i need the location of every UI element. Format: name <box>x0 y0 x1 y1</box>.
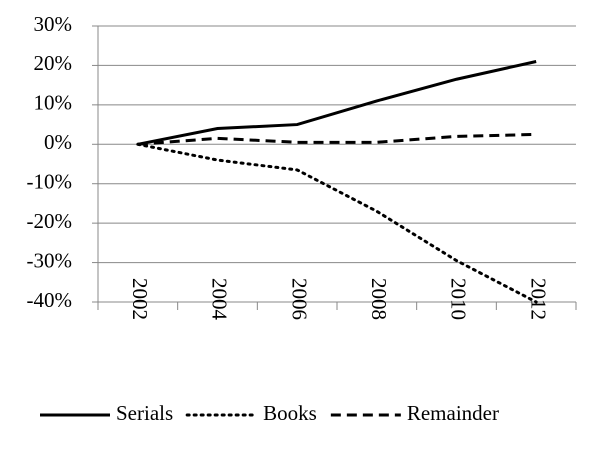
x-tick-label: 2008 <box>367 278 391 320</box>
y-tick-label: -20% <box>27 209 73 233</box>
series-line <box>137 60 537 146</box>
y-tick-label: 0% <box>44 130 72 154</box>
x-tick-label: 2004 <box>208 278 232 321</box>
legend-label: Books <box>263 401 317 425</box>
y-tick-label: 20% <box>34 51 73 75</box>
x-tick-label: 2006 <box>287 278 311 320</box>
x-tick-label: 2002 <box>128 278 152 320</box>
legend-label: Serials <box>116 401 173 425</box>
y-tick-label: 10% <box>34 91 73 115</box>
y-tick-label: -40% <box>27 288 73 312</box>
series-line <box>136 142 538 304</box>
x-tick-label: 2010 <box>447 278 471 320</box>
y-tick-label: -30% <box>27 248 73 272</box>
y-tick-label: -10% <box>27 170 73 194</box>
y-tick-label: 30% <box>34 12 73 36</box>
legend-label: Remainder <box>407 401 499 425</box>
series-line <box>137 132 537 146</box>
